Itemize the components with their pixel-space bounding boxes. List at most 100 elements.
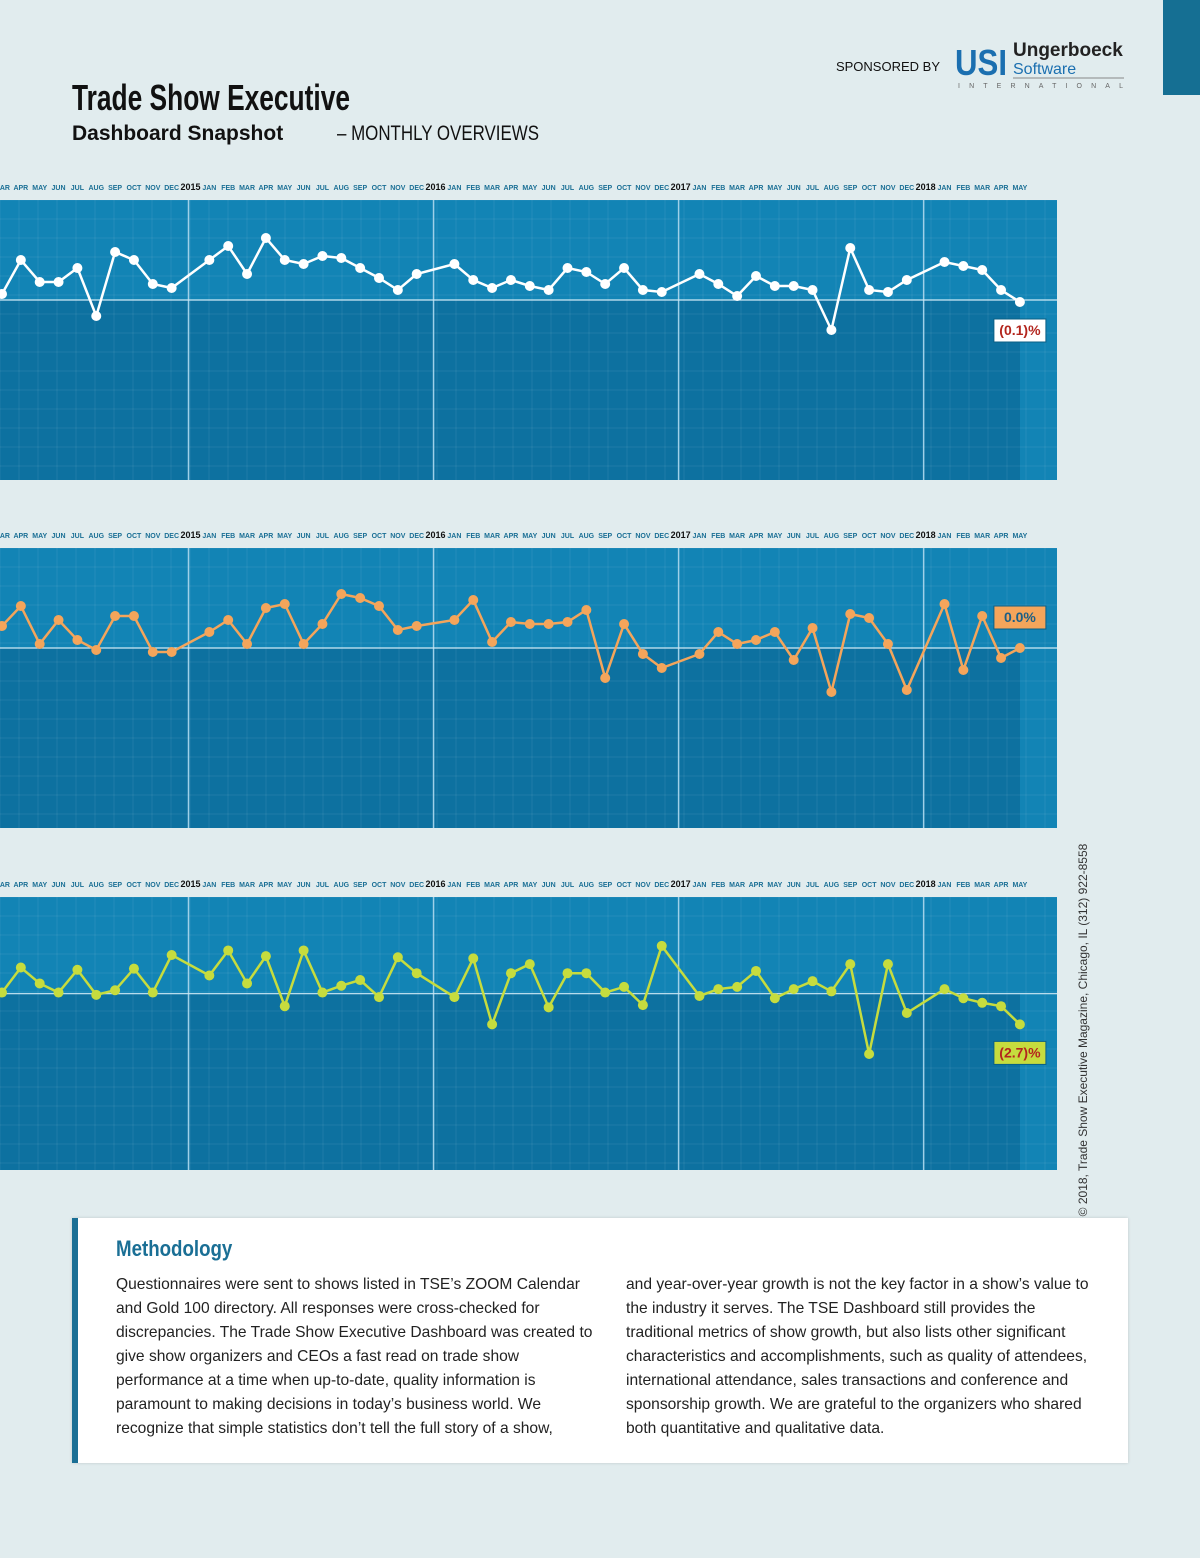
month-label: OCT: [372, 882, 388, 889]
month-label: NOV: [880, 185, 896, 192]
methodology-text: Questionnaires were sent to shows listed…: [116, 1276, 593, 1437]
month-label: FEB: [221, 185, 235, 192]
month-label: DEC: [654, 882, 669, 889]
month-label: DEC: [409, 882, 424, 889]
month-label: FEB: [711, 185, 725, 192]
point: [449, 259, 460, 269]
point: [392, 285, 403, 295]
point: [562, 968, 573, 979]
end-label: (0.1)%: [999, 322, 1041, 338]
point: [581, 267, 592, 277]
point: [53, 615, 64, 625]
month-label: DEC: [899, 533, 914, 540]
month-label: JUN: [787, 185, 801, 192]
point: [656, 663, 667, 673]
month-label: JUL: [806, 185, 820, 192]
point: [600, 279, 611, 289]
month-label: SEP: [843, 533, 857, 540]
month-label: MAR: [729, 882, 745, 889]
point: [374, 601, 384, 611]
point: [355, 975, 366, 986]
point: [826, 325, 837, 335]
month-label: DEC: [899, 882, 914, 889]
point: [581, 968, 592, 979]
sponsor-logo: USI: [955, 42, 1007, 83]
chart: MARAPRMAYJUNJULAUGSEPOCTNOVDEC2015JANFEB…: [0, 182, 1057, 480]
month-label: MAR: [974, 185, 990, 192]
panel-shade: [0, 993, 1020, 1170]
month-label: MAY: [277, 882, 292, 889]
month-label: JUN: [787, 882, 801, 889]
point: [279, 255, 290, 265]
month-label: DEC: [164, 533, 179, 540]
year-label: 2018: [916, 879, 936, 889]
methodology-text: and year-over-year growth is not the key…: [626, 1276, 1089, 1437]
month-label: JUN: [52, 533, 66, 540]
point: [223, 241, 234, 251]
month-label: JUL: [561, 185, 575, 192]
point: [392, 952, 403, 963]
point: [147, 279, 158, 289]
panel-shade: [0, 648, 1020, 828]
month-label: AUG: [824, 185, 840, 192]
point: [977, 997, 988, 1008]
month-label: APR: [749, 533, 764, 540]
point: [864, 1048, 875, 1059]
month-label: JUN: [542, 882, 556, 889]
point: [317, 619, 328, 629]
month-label: MAR: [239, 882, 255, 889]
month-label: MAY: [522, 185, 537, 192]
month-label: OCT: [862, 533, 878, 540]
point: [939, 984, 950, 995]
point: [260, 951, 271, 962]
year-label: 2017: [671, 530, 691, 540]
month-label: MAR: [484, 185, 500, 192]
month-label: OCT: [617, 882, 633, 889]
month-label: DEC: [409, 533, 424, 540]
year-label: 2018: [916, 182, 936, 192]
point: [788, 984, 799, 995]
point: [1014, 297, 1025, 307]
point: [864, 613, 875, 623]
point: [882, 959, 893, 970]
month-label: SEP: [843, 185, 857, 192]
month-label: OCT: [127, 533, 143, 540]
month-label: MAR: [0, 882, 10, 889]
point: [374, 273, 384, 283]
point: [298, 259, 309, 269]
month-label: DEC: [164, 185, 179, 192]
point: [656, 940, 667, 951]
point: [751, 965, 761, 976]
month-label: APR: [994, 185, 1009, 192]
point: [826, 687, 837, 697]
year-label: 2017: [671, 182, 691, 192]
month-label: APR: [749, 185, 764, 192]
month-label: MAR: [729, 533, 745, 540]
point: [411, 621, 422, 631]
point: [732, 981, 743, 992]
month-label: SEP: [108, 185, 122, 192]
month-label: AUG: [579, 533, 595, 540]
month-label: JUL: [316, 185, 330, 192]
end-label: (2.7)%: [999, 1044, 1041, 1060]
month-label: OCT: [617, 185, 633, 192]
month-label: FEB: [221, 533, 235, 540]
month-label: FEB: [956, 882, 970, 889]
point: [260, 233, 271, 243]
point: [72, 964, 83, 975]
point: [543, 619, 554, 629]
point: [355, 263, 366, 273]
point: [788, 281, 799, 291]
title: Trade Show Executive: [72, 77, 350, 118]
month-label: OCT: [127, 882, 143, 889]
month-label: APR: [504, 185, 519, 192]
point: [260, 603, 271, 613]
month-label: MAY: [32, 533, 47, 540]
point: [110, 247, 121, 257]
month-label: JAN: [937, 533, 951, 540]
point: [807, 623, 818, 633]
point: [543, 1002, 554, 1013]
year-label: 2016: [426, 182, 446, 192]
month-label: MAY: [767, 882, 782, 889]
methodology-title: Methodology: [116, 1236, 233, 1261]
